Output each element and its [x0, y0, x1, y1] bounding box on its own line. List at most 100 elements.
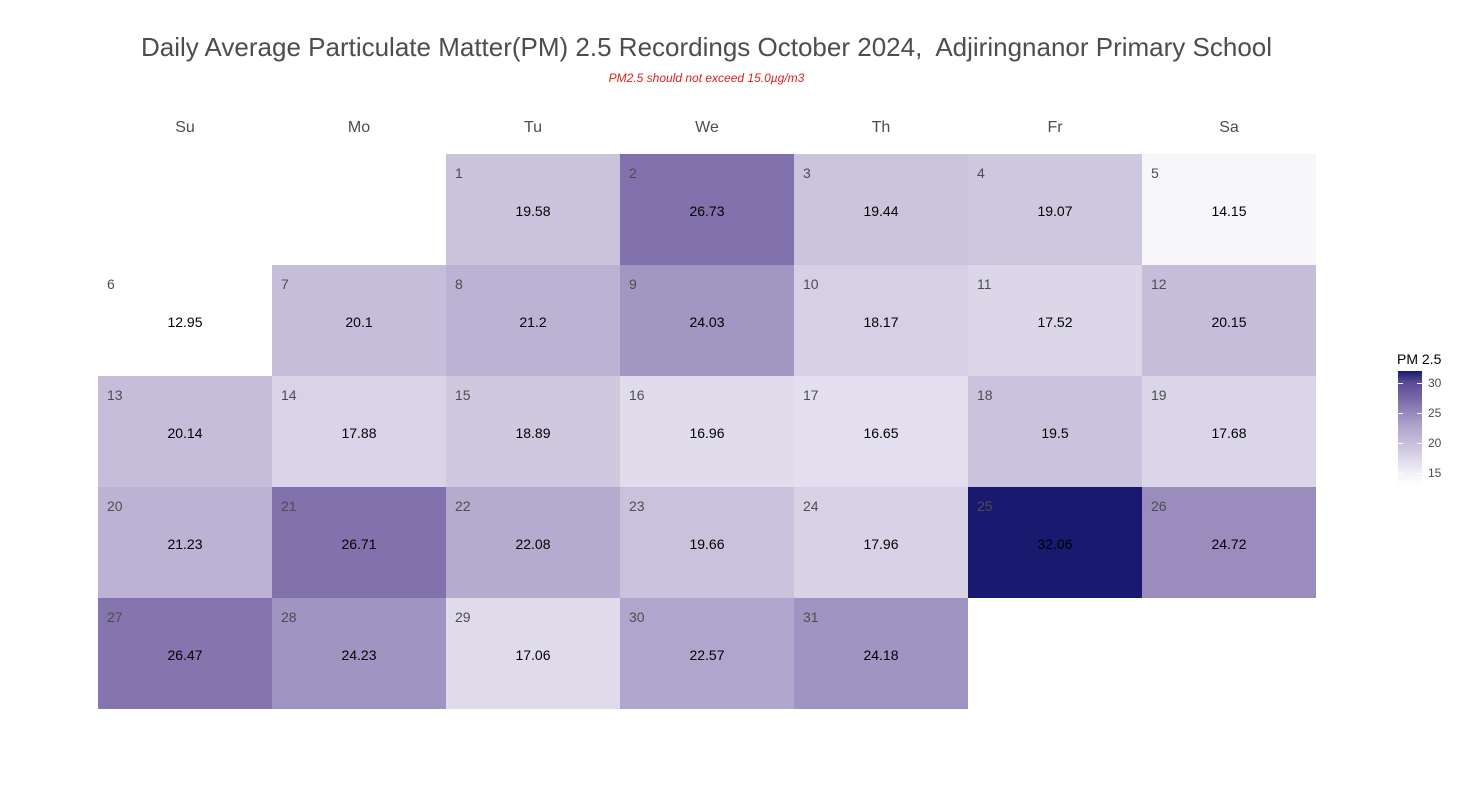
- day-cell-11: 11 17.52: [968, 265, 1142, 376]
- day-cell-9: 9 24.03: [620, 265, 794, 376]
- day-cell-2: 2 26.73: [620, 154, 794, 265]
- day-number: 12: [1151, 276, 1167, 292]
- day-cell-15: 15 18.89: [446, 376, 620, 487]
- day-value-label: 19.58: [515, 203, 551, 219]
- day-value-label: 18.89: [515, 425, 551, 441]
- chart-title: Daily Average Particulate Matter(PM) 2.5…: [140, 32, 1273, 62]
- day-value-label: 18.17: [863, 314, 899, 330]
- day-number: 6: [107, 276, 115, 292]
- day-number: 16: [629, 387, 645, 403]
- day-value-label: 32.06: [1037, 536, 1073, 552]
- chart-subtitle: PM2.5 should not exceed 15.0µg/m3: [608, 71, 805, 85]
- day-cell-12: 12 20.15: [1142, 265, 1316, 376]
- day-number: 28: [281, 609, 297, 625]
- legend-tick: [1398, 443, 1403, 444]
- day-number: 5: [1151, 165, 1159, 181]
- day-cell-6: 6 12.95: [98, 265, 272, 376]
- day-number: 2: [629, 165, 637, 181]
- day-value-label: 16.65: [863, 425, 899, 441]
- day-cell-31: 31 24.18: [794, 598, 968, 709]
- day-cell-24: 24 17.96: [794, 487, 968, 598]
- legend-tick-label: 25: [1428, 406, 1442, 420]
- day-number: 11: [977, 276, 992, 292]
- day-cell-13: 13 20.14: [98, 376, 272, 487]
- day-cell-14: 14 17.88: [272, 376, 446, 487]
- legend-color-bar: [1398, 371, 1422, 485]
- day-cell-28: 28 24.23: [272, 598, 446, 709]
- day-value-label: 16.96: [689, 425, 725, 441]
- day-cell-3: 3 19.44: [794, 154, 968, 265]
- day-value-label: 22.57: [689, 647, 725, 663]
- day-value-label: 19.66: [689, 536, 725, 552]
- day-number: 1: [455, 165, 463, 181]
- day-number: 26: [1151, 498, 1167, 514]
- day-cell-8: 8 21.2: [446, 265, 620, 376]
- day-number: 9: [629, 276, 637, 292]
- day-number: 15: [455, 387, 471, 403]
- day-value-label: 19.44: [863, 203, 899, 219]
- day-number: 18: [977, 387, 993, 403]
- day-value-label: 14.15: [1211, 203, 1247, 219]
- day-cell-29: 29 17.06: [446, 598, 620, 709]
- day-cell-25: 25 32.06: [968, 487, 1142, 598]
- day-cell-20: 20 21.23: [98, 487, 272, 598]
- day-number: 23: [629, 498, 645, 514]
- day-cell-1: 1 19.58: [446, 154, 620, 265]
- day-cell-4: 4 19.07: [968, 154, 1142, 265]
- legend-tick-label: 20: [1428, 436, 1442, 450]
- day-cell-30: 30 22.57: [620, 598, 794, 709]
- day-cell-22: 22 22.08: [446, 487, 620, 598]
- legend-tick: [1398, 413, 1403, 414]
- day-value-label: 17.96: [863, 536, 899, 552]
- weekday-label-su: Su: [175, 119, 195, 136]
- day-value-label: 12.95: [167, 314, 203, 330]
- weekday-label-fr: Fr: [1047, 119, 1063, 136]
- day-number: 17: [803, 387, 819, 403]
- day-value-label: 24.03: [689, 314, 725, 330]
- day-cell-18: 18 19.5: [968, 376, 1142, 487]
- day-number: 3: [803, 165, 811, 181]
- day-value-label: 17.06: [515, 647, 551, 663]
- day-value-label: 20.1: [345, 314, 373, 330]
- day-number: 22: [455, 498, 471, 514]
- day-cell-27: 27 26.47: [98, 598, 272, 709]
- day-value-label: 21.23: [167, 536, 203, 552]
- day-cell-21: 21 26.71: [272, 487, 446, 598]
- day-value-label: 22.08: [515, 536, 551, 552]
- day-number: 31: [803, 609, 819, 625]
- day-value-label: 19.5: [1041, 425, 1069, 441]
- day-number: 29: [455, 609, 471, 625]
- day-value-label: 20.14: [167, 425, 203, 441]
- day-cell-23: 23 19.66: [620, 487, 794, 598]
- day-value-label: 21.2: [519, 314, 547, 330]
- day-cell-19: 19 17.68: [1142, 376, 1316, 487]
- day-number: 21: [281, 498, 297, 514]
- day-value-label: 26.71: [341, 536, 377, 552]
- day-number: 19: [1151, 387, 1167, 403]
- day-value-label: 17.52: [1037, 314, 1073, 330]
- day-value-label: 24.72: [1211, 536, 1247, 552]
- legend-title: PM 2.5: [1397, 351, 1442, 367]
- legend-tick: [1417, 383, 1422, 384]
- day-value-label: 17.68: [1211, 425, 1247, 441]
- day-value-label: 24.18: [863, 647, 899, 663]
- day-value-label: 20.15: [1211, 314, 1247, 330]
- day-number: 30: [629, 609, 645, 625]
- legend-tick-label: 30: [1428, 376, 1442, 390]
- day-cell-16: 16 16.96: [620, 376, 794, 487]
- legend-tick: [1398, 383, 1403, 384]
- day-number: 8: [455, 276, 463, 292]
- day-number: 4: [977, 165, 985, 181]
- legend-tick: [1398, 473, 1403, 474]
- day-cell-26: 26 24.72: [1142, 487, 1316, 598]
- day-cell-7: 7 20.1: [272, 265, 446, 376]
- day-number: 20: [107, 498, 123, 514]
- weekday-label-mo: Mo: [347, 119, 371, 136]
- legend-tick: [1417, 443, 1422, 444]
- day-value-label: 19.07: [1037, 203, 1073, 219]
- weekday-label-tu: Tu: [523, 119, 543, 136]
- day-number: 10: [803, 276, 819, 292]
- legend-tick: [1417, 473, 1422, 474]
- day-number: 14: [281, 387, 297, 403]
- day-number: 27: [107, 609, 123, 625]
